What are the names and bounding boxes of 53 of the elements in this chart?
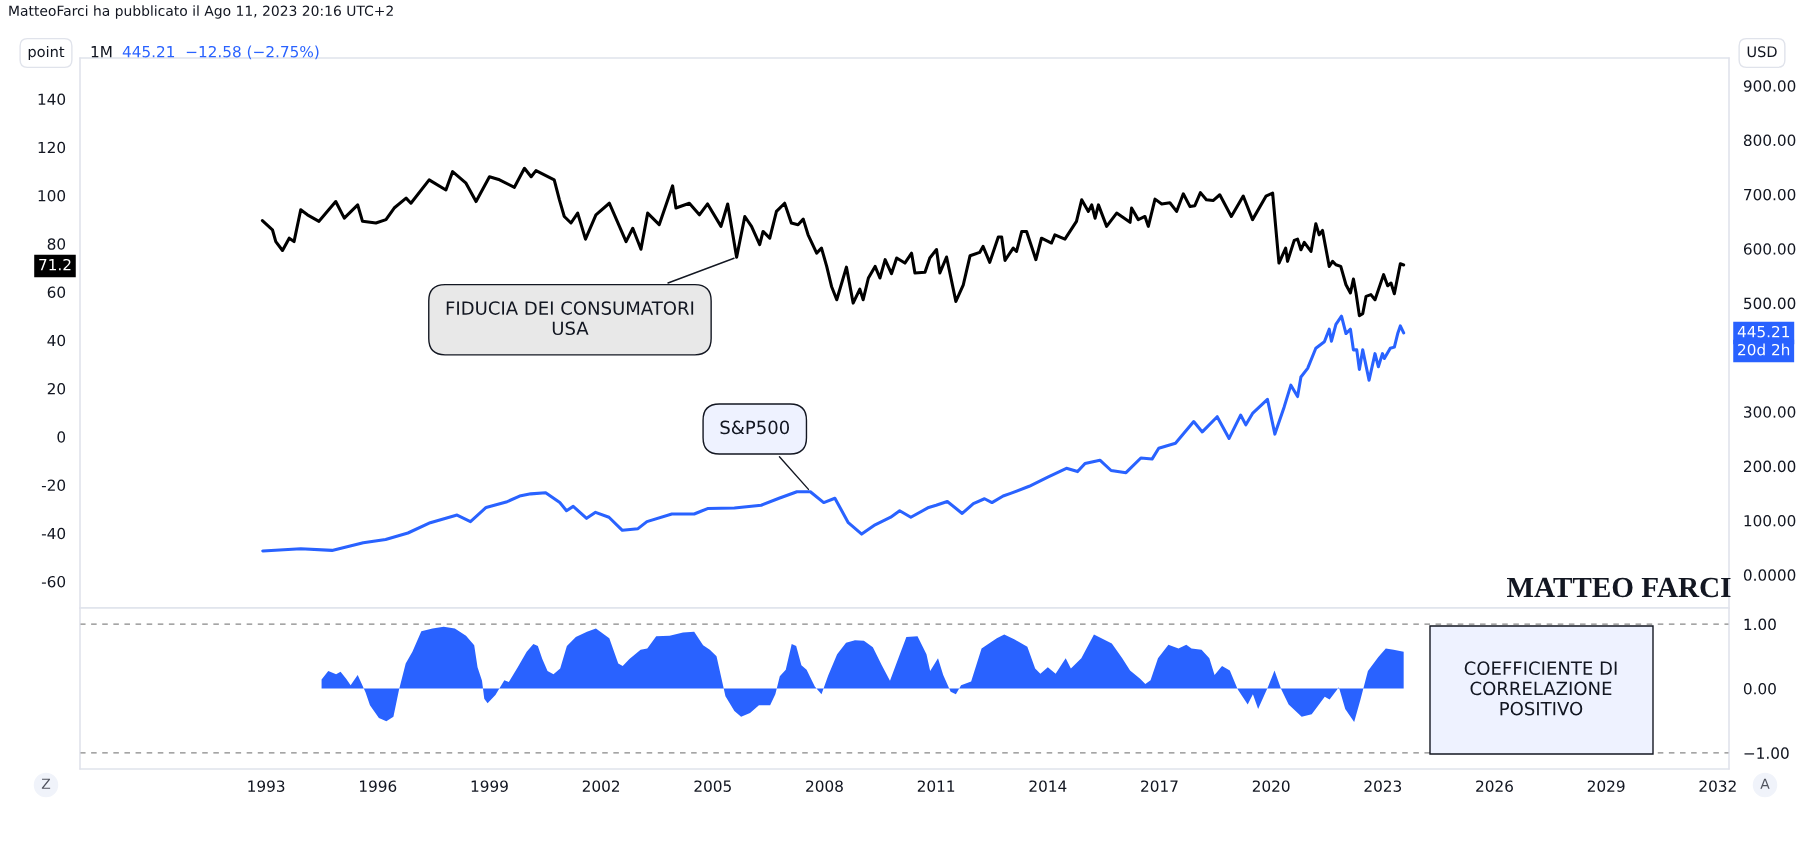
- y-tick-label: 120: [38, 141, 66, 154]
- text: MatteoFarci ha pubblicato il Ago 11, 2023 20:16 UTC+2: [9, 5, 393, 19]
- annotation: S&P500: [720, 420, 790, 435]
- text: USD: [1747, 46, 1777, 58]
- x-tick-label: 2023: [1364, 780, 1402, 792]
- line-series: [261, 314, 1406, 553]
- annotation: 445.21 −12.58 (−2.75%): [122, 45, 319, 60]
- y-tick-label: -40: [41, 527, 66, 540]
- y2-tick-label: 800.00: [1743, 134, 1796, 147]
- x-tick-label: 1993: [248, 780, 285, 792]
- annotation: MATTEO FARCI: [1507, 577, 1731, 598]
- text: 71.2: [39, 258, 71, 271]
- y-tick-label: -20: [41, 479, 66, 491]
- x-tick-label: 2008: [806, 780, 843, 792]
- y2-tick-label: 900.00: [1743, 80, 1796, 92]
- x-tick-label: 2005: [694, 780, 731, 792]
- y-tick-label: -60: [41, 575, 66, 588]
- y-tick-label: 60: [47, 286, 66, 299]
- y-tick-label: 20: [47, 382, 66, 395]
- line-series: [260, 166, 1406, 318]
- text: 20d 2h: [1738, 343, 1790, 356]
- y-tick-label: 40: [47, 334, 66, 347]
- x-tick-label: 2029: [1587, 780, 1625, 792]
- text: 1M: [91, 46, 112, 58]
- y-tick-label: 80: [47, 238, 66, 250]
- y-tick-label: 0: [57, 431, 66, 443]
- x-tick-label: 2020: [1252, 780, 1290, 792]
- y2-tick-label: 0.0000: [1743, 569, 1796, 581]
- y2-tick-label: 600.00: [1743, 243, 1796, 255]
- y2-tick-label: 300.00: [1744, 406, 1796, 418]
- y2-tick-label: 1.00: [1744, 618, 1776, 631]
- x-tick-label: 2017: [1141, 780, 1178, 792]
- x-tick-label: 2026: [1476, 780, 1513, 792]
- y2-tick-label: −1.00: [1744, 747, 1789, 759]
- y2-tick-label: 200.00: [1744, 460, 1796, 473]
- y2-tick-label: 700.00: [1744, 188, 1796, 201]
- text: point: [28, 45, 65, 61]
- annotation: FIDUCIA DEI CONSUMATORI USA: [446, 301, 694, 336]
- y-tick-label: 100: [38, 189, 66, 202]
- x-tick-label: 2002: [582, 780, 620, 792]
- text: A: [1760, 778, 1770, 789]
- y2-tick-label: 0.00: [1743, 682, 1776, 695]
- y2-tick-label: 100.00: [1744, 514, 1796, 527]
- x-tick-label: 1999: [471, 780, 508, 792]
- text: 445.21: [1737, 325, 1790, 338]
- y2-tick-label: 500.00: [1744, 297, 1796, 310]
- x-tick-label: 2014: [1029, 780, 1067, 792]
- x-tick-label: 2032: [1699, 780, 1736, 792]
- x-tick-label: 1996: [360, 780, 397, 792]
- y-tick-label: 140: [38, 93, 66, 106]
- text: Z: [41, 778, 51, 789]
- x-tick-label: 2011: [917, 780, 955, 792]
- annotation: COEFFICIENTE DI CORRELAZIONE POSITIVO: [1464, 661, 1617, 716]
